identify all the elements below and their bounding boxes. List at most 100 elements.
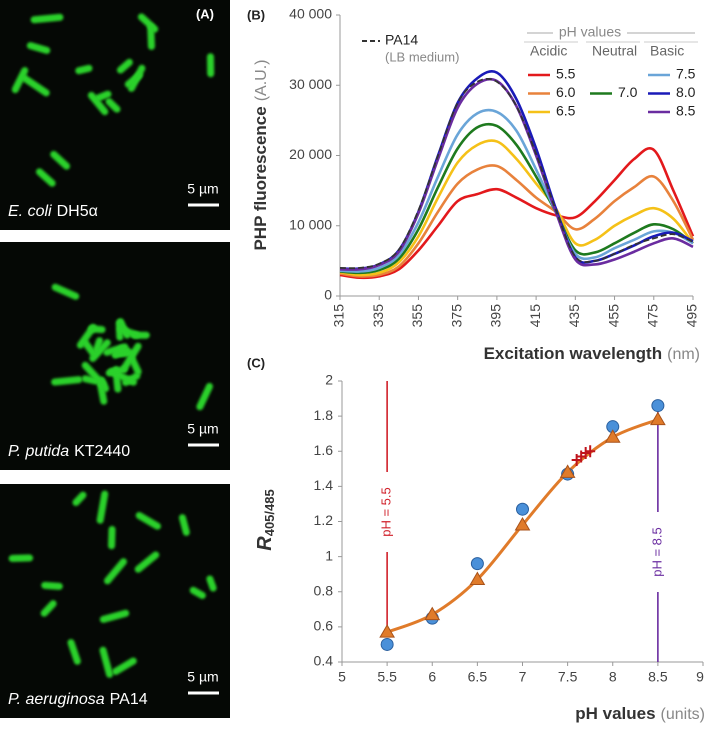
x-tick-label: 8 <box>609 669 617 685</box>
legend-group: Acidic <box>530 43 567 59</box>
strain: KT2440 <box>74 443 130 460</box>
species: P. putida <box>8 443 69 460</box>
bacterium <box>103 558 127 585</box>
x-tick-label: 475 <box>644 304 660 328</box>
bacterium <box>50 150 71 170</box>
x-tick-label: 375 <box>448 304 464 328</box>
y-tick-label: 20 000 <box>289 146 332 162</box>
bacterium <box>67 639 81 665</box>
label-bg <box>649 512 666 592</box>
bacterium <box>127 64 146 92</box>
legend-label: 8.0 <box>676 84 696 100</box>
bacterium <box>105 97 121 113</box>
bacterium <box>117 325 140 339</box>
y-tick-label: 10 000 <box>289 216 332 232</box>
y-tick-label: 2 <box>325 372 333 388</box>
image-caption: P. putida KT2440 <box>8 443 130 460</box>
bacterium <box>72 491 87 506</box>
x-label-unit: (units) <box>661 706 705 723</box>
bacterium <box>206 53 215 78</box>
y-tick-label: 0 <box>324 287 332 303</box>
y-tick-label: 0.8 <box>314 582 334 598</box>
data-line <box>339 108 694 273</box>
bacterium <box>116 58 133 74</box>
bacterium <box>134 551 160 573</box>
data-point <box>379 624 395 638</box>
strain: DH5α <box>57 203 98 220</box>
bacterium <box>94 90 112 102</box>
bacterium <box>88 325 106 334</box>
x-label-text: Excitation wavelength <box>484 344 663 363</box>
panel-label: (C) <box>247 355 265 370</box>
x-tick-label: 6.5 <box>468 669 488 685</box>
bacterium <box>103 343 129 356</box>
bacterium <box>108 525 116 550</box>
legend-label: 7.0 <box>618 84 638 100</box>
y-tick-label: 1.2 <box>314 512 334 528</box>
data-point <box>470 557 484 571</box>
x-tick-label: 6 <box>428 669 436 685</box>
bacterium <box>99 646 114 678</box>
bacterium <box>93 337 104 354</box>
x-tick-label: 395 <box>488 304 504 328</box>
x-tick-label: 9 <box>696 669 704 685</box>
data-line <box>339 139 695 277</box>
bacterium <box>8 554 34 562</box>
bacterium <box>41 581 63 590</box>
data-line <box>339 147 695 280</box>
x-tick-label: 7 <box>519 669 527 685</box>
data-point <box>380 637 394 651</box>
bacterium <box>135 511 161 530</box>
bacterium <box>30 13 64 24</box>
reference-label: pH = 8.5 <box>649 527 664 577</box>
x-tick-label: 7.5 <box>558 669 578 685</box>
x-tick-label: 8.5 <box>648 669 668 685</box>
species: P. aeruginosa <box>8 691 105 708</box>
data-point <box>650 411 666 426</box>
species: E. coli <box>8 203 52 220</box>
legend-group: Basic <box>650 43 684 59</box>
bacterium <box>178 514 190 536</box>
data-line <box>339 77 694 270</box>
legend-label: PA14 <box>385 32 418 48</box>
image-caption: P. aeruginosa PA14 <box>8 691 148 708</box>
data-point <box>585 445 596 458</box>
bacterium <box>121 342 142 372</box>
x-tick-label: 495 <box>684 304 700 328</box>
data-point <box>424 606 441 621</box>
strain: PA14 <box>110 691 148 708</box>
y-tick-label: 30 000 <box>289 76 332 92</box>
legend-group: Neutral <box>592 43 637 59</box>
data-point <box>651 399 665 413</box>
bacterium <box>96 490 109 524</box>
bacterium <box>113 347 131 358</box>
y-tick-label: 1 <box>325 547 333 563</box>
legend-note: (LB medium) <box>385 49 459 64</box>
panel-label: (A) <box>196 6 214 21</box>
bacterium <box>81 361 106 388</box>
x-axis-label: Excitation wavelength (nm) <box>484 344 700 363</box>
data-point <box>580 447 591 460</box>
bacterium <box>26 42 51 54</box>
microscopy-image <box>0 0 230 230</box>
scale-label: 5 µm <box>187 421 218 437</box>
y-tick-label: 0.4 <box>314 653 334 669</box>
x-tick-label: 435 <box>566 304 582 328</box>
scale-label: 5 µm <box>187 669 218 685</box>
bacterium <box>147 23 155 50</box>
microscopy-image <box>0 484 230 718</box>
bacterium <box>112 657 137 675</box>
y-label-unit: (A.U.) <box>253 59 270 101</box>
x-tick-label: 355 <box>409 304 425 328</box>
y-label-text: PHP fluorescence <box>251 106 270 250</box>
data-point <box>514 517 531 531</box>
label-bg <box>379 472 396 552</box>
bacterium <box>51 376 83 386</box>
bacterium <box>75 64 93 75</box>
y-tick-label: 0.6 <box>314 618 334 634</box>
x-tick-label: 335 <box>370 304 386 328</box>
bacterium <box>82 339 97 358</box>
legend-title: pH values <box>559 24 621 40</box>
x-tick-label: 315 <box>331 304 347 328</box>
